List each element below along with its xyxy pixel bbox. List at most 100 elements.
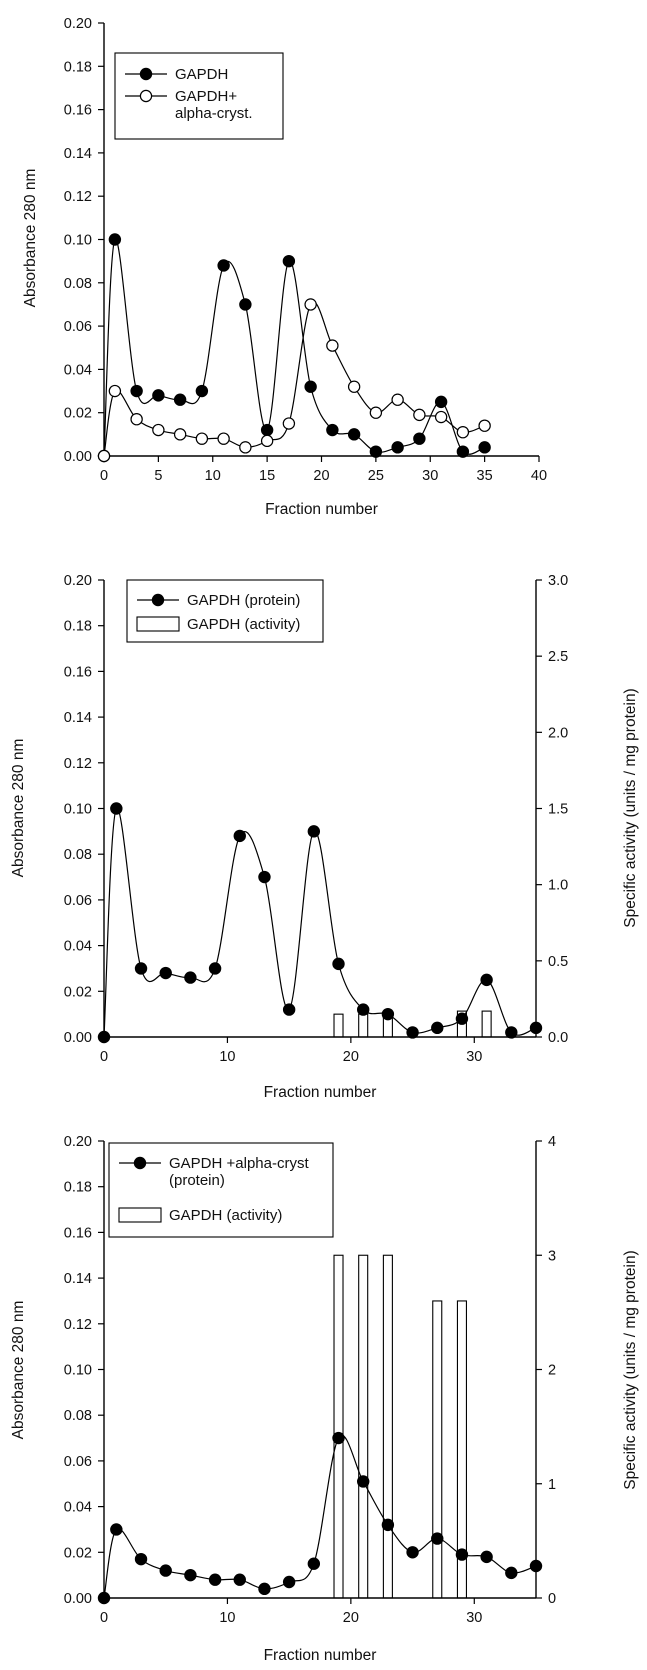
y-tick-label: 0.14 [64,710,92,726]
data-point [406,1546,419,1559]
data-point [134,1552,148,1566]
series-line [103,238,485,457]
x-tick-label: 0 [100,468,108,484]
x-tick-label: 30 [466,1610,482,1626]
y-axis-title: Absorbance 280 nm [10,739,27,878]
data-point [130,412,143,426]
data-point [480,973,493,987]
data-point [369,406,383,419]
y-tick-label: 0.10 [64,233,92,249]
y-tick-label: 0.02 [64,406,92,422]
x-axis-title: Fraction number [264,1084,377,1101]
data-point [413,432,426,445]
legend-label: (protein) [169,1172,225,1189]
x-tick-label: 0 [100,1049,108,1065]
x-tick-label: 20 [313,468,329,484]
data-point [505,1566,518,1580]
data-point [391,393,404,406]
legend-box [126,579,324,643]
y-tick-label: 0.04 [64,362,92,378]
data-point [152,389,165,402]
data-point [307,1557,321,1570]
data-point [413,408,426,422]
data-point [332,1431,345,1445]
legend-label: GAPDH (activity) [187,616,300,633]
data-point [347,428,361,441]
data-point [347,380,361,393]
data-point [184,1568,197,1582]
legend-marker [151,593,165,607]
data-point [505,1026,518,1039]
data-point [456,425,470,439]
y-tick-label: 0.18 [64,59,92,75]
x-tick-label: 35 [477,468,493,484]
x-tick-label: 20 [343,1610,359,1626]
legend-label: GAPDH [175,66,228,83]
data-point [529,1021,543,1035]
x-tick-label: 25 [368,468,384,484]
x-tick-label: 30 [466,1049,482,1065]
y-axis-title: Absorbance 280 nm [22,169,39,308]
data-point [217,259,230,272]
y-tick-label: 0.20 [64,16,92,32]
y-tick-label: 0.16 [64,664,92,680]
x-tick-label: 40 [531,468,547,484]
legend-bar-swatch [136,616,180,632]
x-tick-label: 0 [100,1610,108,1626]
data-point [258,870,271,884]
activity-bar [432,1300,443,1599]
legend-label: GAPDH +alpha-cryst [169,1155,309,1172]
data-point [455,1012,469,1025]
y2-tick-label: 1.0 [548,878,568,894]
y-axis-title: Absorbance 280 nm [10,1301,27,1440]
y2-tick-label: 2.5 [548,649,568,665]
data-point [326,339,339,352]
x-axis-title: Fraction number [264,1647,377,1664]
y-tick-label: 0.10 [64,802,92,818]
data-point [152,423,165,437]
data-point [434,410,448,424]
data-point [431,1021,444,1035]
x-axis-title: Fraction number [265,501,378,518]
data-point [208,962,222,975]
data-point [478,419,491,432]
activity-bar [481,1010,492,1038]
data-point [357,1475,370,1488]
data-point [159,966,172,980]
data-point [304,380,317,393]
legend-marker [139,67,153,81]
y-tick-label: 0.02 [64,984,92,1000]
data-point [282,1003,296,1016]
y-tick-label: 0.08 [64,847,92,863]
data-point [195,384,209,398]
activity-bar [382,1254,393,1599]
y-tick-label: 0.16 [64,103,92,119]
data-point [173,393,187,406]
data-point [529,1559,543,1573]
data-point [184,971,197,984]
data-point [97,1591,111,1605]
activity-bar [333,1013,344,1038]
x-tick-label: 10 [219,1049,235,1065]
legend: GAPDH (protein) GAPDH (activity) [126,579,324,643]
y-tick-label: 0.00 [64,449,92,465]
y-tick-label: 0.04 [64,939,92,955]
y-tick-label: 0.12 [64,1317,92,1333]
data-point [239,298,252,311]
data-point [239,441,252,454]
chart-3: 0.00 0.02 0.04 0.06 0.08 0.10 0.12 0.14 0.16 0.18… [10,1134,639,1664]
activity-bar [333,1254,344,1599]
legend-marker [133,1156,147,1170]
y2-tick-label: 0.0 [548,1030,568,1046]
data-point [195,432,209,445]
legend-label: GAPDH+ [175,88,237,105]
y-tick-label: 0.02 [64,1545,92,1561]
data-point [381,1518,395,1532]
legend-bar-swatch [118,1207,162,1223]
data-point [260,434,274,448]
data-point [391,441,404,454]
y2-tick-label: 1.5 [548,802,568,818]
y-tick-label: 0.08 [64,1408,92,1424]
data-point [217,432,230,445]
